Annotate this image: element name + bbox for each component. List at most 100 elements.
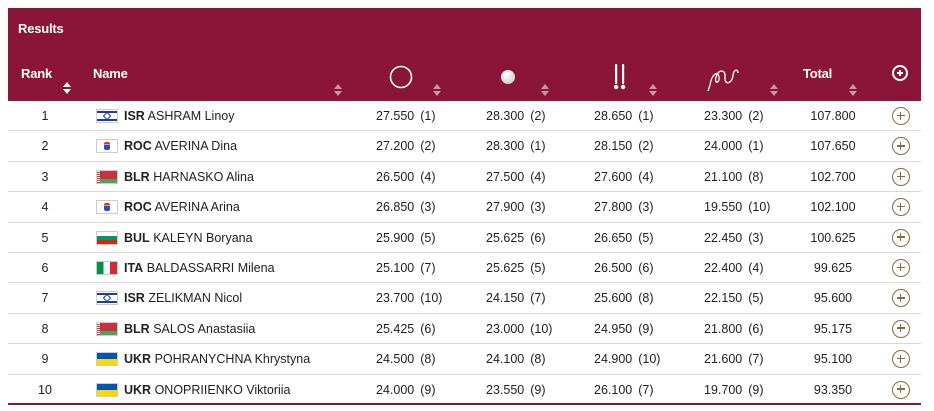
score-rank: (3) [748,230,764,245]
results-panel: Results Rank Name [8,8,921,405]
total-score: 93.350 [813,382,853,397]
expand-row-icon[interactable] [892,228,910,247]
athlete-name[interactable]: BUL KALEYN Boryana [124,223,253,253]
noc-code: UKR [124,382,152,397]
score-value: 25.900 [376,230,415,245]
score-value: 26.650 [594,230,633,245]
name-column-header[interactable]: Name [93,66,128,81]
expand-row-icon[interactable] [892,258,910,277]
expand-row-icon[interactable] [892,198,910,217]
athlete-name-text: HARNASKO Alina [153,169,254,184]
clubs-icon[interactable] [608,61,632,93]
total-score: 102.100 [810,200,856,215]
score-value: 26.100 [594,382,633,397]
clubs-score: 26.650 (5) [594,223,654,253]
hoop-score: 25.425 (6) [376,314,436,344]
rank-value: 6 [41,260,49,275]
hoop-score: 24.500 (8) [376,344,436,374]
score-rank: (6) [420,321,436,336]
ball-score: 23.000 (10) [486,314,552,344]
table-row: 3 BLR HARNASKO Alina 26.500 (4) 27.500 (4) 27.… [8,162,921,193]
athlete-name[interactable]: BLR SALOS Anastasiia [124,314,255,344]
table-row: 9 UKR POHRANYCHNA Khrystyna 24.500 (8) 24.10… [8,344,921,375]
rank-value: 9 [41,352,49,367]
score-value: 28.650 [594,109,633,123]
score-value: 26.500 [376,169,415,184]
expand-row-icon[interactable] [892,350,910,369]
athlete-name-text: ASHRAM Linoy [147,109,235,123]
total-score: 107.800 [810,109,856,123]
clubs-score: 27.600 (4) [594,162,654,192]
score-value: 21.800 [704,321,743,336]
ball-score: 27.900 (3) [486,192,546,222]
hoop-icon[interactable] [388,64,414,90]
ribbon-score: 22.150 (5) [704,283,764,313]
athlete-name[interactable]: ITA BALDASSARRI Milena [124,253,275,283]
hoop-score: 25.900 (5) [376,223,436,253]
noc-code: UKR [124,352,152,367]
ribbon-score: 21.800 (6) [704,314,764,344]
athlete-name[interactable]: ROC AVERINA Arina [124,192,240,222]
expand-row-icon[interactable] [892,107,910,125]
ribbon-icon[interactable] [706,63,742,93]
athlete-name[interactable]: UKR POHRANYCHNA Khrystyna [124,344,310,374]
expand-row-icon[interactable] [892,167,910,186]
total-score: 95.100 [813,352,853,367]
hoop-score: 23.700 (10) [376,283,442,313]
athlete-name[interactable]: BLR HARNASKO Alina [124,162,254,192]
ball-score: 24.100 (8) [486,344,546,374]
expand-row-icon[interactable] [892,380,910,399]
score-value: 25.625 [486,230,525,245]
score-rank: (2) [748,109,764,123]
expand-row-icon[interactable] [892,319,910,338]
expand-all-icon[interactable] [892,65,908,81]
ball-score: 28.300 (2) [486,101,546,131]
hoop-score: 26.850 (3) [376,192,436,222]
hoop-score: 27.200 (2) [376,131,436,161]
score-value: 23.700 [376,291,415,306]
ball-icon[interactable] [498,67,518,87]
rank-value: 5 [41,230,49,245]
rank-column-header[interactable]: Rank [21,66,52,81]
roc-flag-icon [96,139,118,154]
score-rank: (9) [748,382,764,397]
table-row: 4 ROC AVERINA Arina 26.850 (3) 27.900 (3) 27.8… [8,192,921,223]
score-rank: (1) [748,139,764,154]
score-rank: (10) [530,321,553,336]
results-rows: 1 ISR ASHRAM Linoy 27.550 (1) 28.300 (2) 28.65… [8,101,921,405]
hoop-score: 24.000 (9) [376,375,436,405]
blr-flag-icon [96,321,118,336]
rank-value: 1 [41,109,49,123]
score-value: 25.425 [376,321,415,336]
score-value: 24.150 [486,291,525,306]
score-value: 27.500 [486,169,525,184]
total-column-header[interactable]: Total [803,66,833,81]
athlete-name[interactable]: ISR ASHRAM Linoy [124,101,234,131]
athlete-name[interactable]: UKR ONOPRIIENKO Viktoriia [124,375,291,405]
noc-code: BLR [124,321,150,336]
rank-value: 4 [41,200,49,215]
score-rank: (7) [638,382,654,397]
athlete-name-text: AVERINA Arina [154,200,240,215]
noc-code: ISR [124,291,145,306]
score-rank: (2) [530,109,546,123]
athlete-name[interactable]: ISR ZELIKMAN Nicol [124,283,242,313]
expand-row-icon[interactable] [892,289,910,308]
ukr-flag-icon [96,352,118,367]
score-rank: (10) [748,200,771,215]
score-rank: (5) [420,230,436,245]
roc-flag-icon [96,200,118,215]
score-value: 28.300 [486,139,525,154]
total-score: 107.650 [810,139,856,154]
athlete-name-text: SALOS Anastasiia [153,321,256,336]
score-value: 21.100 [704,169,743,184]
score-rank: (5) [748,291,764,306]
score-value: 26.500 [594,260,633,275]
expand-row-icon[interactable] [892,137,910,156]
score-value: 22.450 [704,230,743,245]
ribbon-score: 24.000 (1) [704,131,764,161]
ball-score: 25.625 (6) [486,223,546,253]
ball-score: 23.550 (9) [486,375,546,405]
athlete-name[interactable]: ROC AVERINA Dina [124,131,237,161]
ball-score: 24.150 (7) [486,283,546,313]
